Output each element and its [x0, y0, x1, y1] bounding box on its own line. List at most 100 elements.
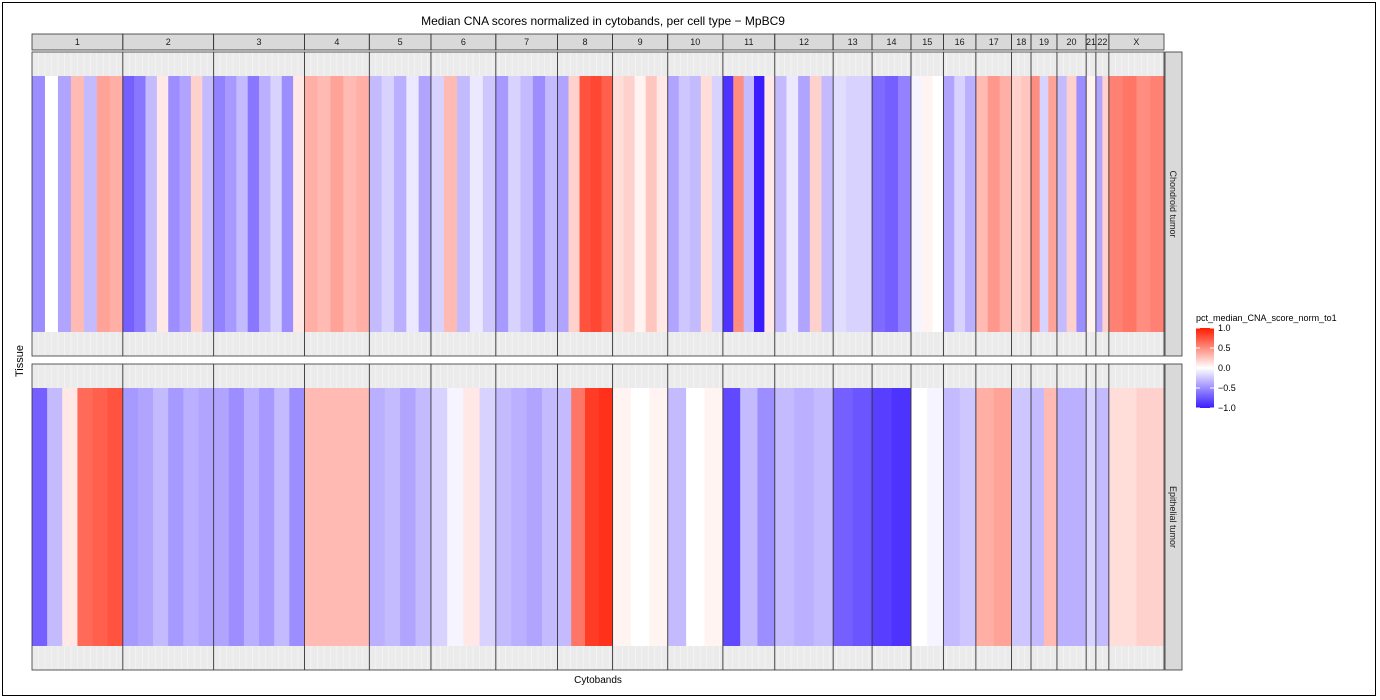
- heatmap-cell: [532, 76, 546, 332]
- chromosome-strip-label: 9: [638, 37, 643, 47]
- heatmap-cell: [774, 388, 795, 646]
- heatmap-cell: [911, 388, 928, 646]
- heatmap-cell: [317, 76, 331, 332]
- heatmap-cell: [612, 388, 632, 646]
- chromosome-strip-label: 10: [690, 37, 700, 47]
- heatmap-cell: [786, 76, 799, 332]
- heatmap-cell: [243, 388, 260, 646]
- chromosome-strip-label: 1: [75, 37, 80, 47]
- heatmap-cell: [1011, 76, 1022, 332]
- heatmap-cell: [1066, 76, 1077, 332]
- heatmap-cell: [304, 388, 322, 646]
- heatmap-cell: [495, 388, 512, 646]
- heatmap-cell: [247, 76, 260, 332]
- heatmap-cell: [794, 388, 815, 646]
- panel-border: [31, 363, 1165, 671]
- heatmap-cell: [743, 76, 755, 332]
- heatmap-cell: [1102, 76, 1110, 332]
- heatmap-cell: [959, 388, 977, 646]
- heatmap-cell: [353, 388, 370, 646]
- heatmap-cell: [943, 388, 961, 646]
- heatmap-cell: [122, 76, 135, 332]
- heatmap-cell: [57, 76, 72, 332]
- heatmap-cell: [415, 388, 432, 646]
- heatmap-cell: [495, 76, 509, 332]
- heatmap-cell: [259, 388, 275, 646]
- heatmap-cell: [911, 76, 923, 332]
- heatmap-cell: [645, 76, 658, 332]
- heatmap-cell: [1150, 76, 1165, 332]
- heatmap-cell: [667, 76, 680, 332]
- heatmap-cell: [852, 388, 873, 646]
- heatmap-cell: [330, 76, 344, 332]
- legend-tick-label: 0.5: [1218, 343, 1231, 353]
- heatmap-cell: [281, 76, 294, 332]
- heatmap-cell: [667, 388, 687, 646]
- heatmap-cell: [96, 76, 111, 332]
- heatmap-cell: [975, 388, 995, 646]
- heatmap-cell: [369, 388, 386, 646]
- heatmap-cell: [932, 76, 944, 332]
- chromosome-strip-label: 13: [848, 37, 858, 47]
- heatmap-cell: [168, 76, 180, 332]
- heatmap-cell: [885, 76, 899, 332]
- heatmap-cell: [44, 76, 59, 332]
- heatmap-cell: [369, 76, 383, 332]
- heatmap-cell: [987, 76, 1001, 332]
- heatmap-cell: [479, 388, 497, 646]
- heatmap-cell: [656, 76, 669, 332]
- heatmap-cell: [630, 388, 650, 646]
- heatmap-cell: [109, 76, 124, 332]
- heatmap-cell: [542, 388, 558, 646]
- heatmap-cell: [320, 388, 338, 646]
- heatmap-cell: [1108, 76, 1124, 332]
- heatmap-cell: [623, 76, 636, 332]
- heatmap-cell: [213, 76, 226, 332]
- heatmap-cell: [430, 76, 445, 332]
- heatmap-cell: [859, 76, 873, 332]
- chromosome-strip-label: 22: [1097, 37, 1107, 47]
- heatmap-cell: [872, 388, 892, 646]
- heatmap-cell: [764, 76, 776, 332]
- heatmap-cell: [1122, 76, 1137, 332]
- chromosome-strip-label: 12: [799, 37, 809, 47]
- heatmap-cell: [168, 388, 184, 646]
- heatmap-cell: [259, 76, 271, 332]
- heatmap-cell: [213, 388, 230, 646]
- heatmap-cell: [1136, 76, 1151, 332]
- heatmap-cell: [137, 388, 154, 646]
- chromosome-strip-label: 2: [166, 37, 171, 47]
- legend-tick-label: −0.5: [1218, 383, 1236, 393]
- heatmap-cell: [601, 76, 613, 332]
- heatmap-cell: [1021, 76, 1032, 332]
- heatmap-panels: [31, 51, 1165, 671]
- heatmap-cell: [704, 388, 724, 646]
- chromosome-strip-label: 16: [955, 37, 965, 47]
- heatmap-cell: [649, 388, 669, 646]
- heatmap-cell: [585, 388, 600, 646]
- chromosome-strip-label: 21: [1086, 37, 1096, 47]
- heatmap-cell: [156, 76, 169, 332]
- facet-row-strip: [1164, 51, 1183, 357]
- heatmap-cell: [975, 76, 989, 332]
- heatmap-cell: [469, 76, 484, 332]
- heatmap-cell: [927, 388, 944, 646]
- heatmap-cell: [754, 76, 765, 332]
- x-axis-title: Cytobands: [574, 675, 622, 686]
- chromosome-strips: 1 2 3 4 5 6 7 8 9 10 11 12 13 14 15 16 17 18 19 20 21 22 X: [31, 33, 1165, 51]
- heatmap-cell: [336, 388, 354, 646]
- chromosome-strip-label: 20: [1067, 37, 1077, 47]
- heatmap-cell: [1031, 388, 1045, 646]
- heatmap-cell: [1011, 388, 1032, 646]
- heatmap-cell: [833, 388, 854, 646]
- chromosome-strip-label: 19: [1039, 37, 1049, 47]
- panel-border: [31, 51, 1165, 357]
- heatmap-cell: [134, 76, 146, 332]
- heatmap-cell: [32, 388, 48, 646]
- heatmap-cell: [393, 76, 407, 332]
- heatmap-cell: [190, 76, 203, 332]
- heatmap-cell: [1108, 388, 1137, 646]
- heatmap-cell: [809, 76, 822, 332]
- heatmap-cell: [83, 76, 98, 332]
- heatmap-cell: [833, 76, 847, 332]
